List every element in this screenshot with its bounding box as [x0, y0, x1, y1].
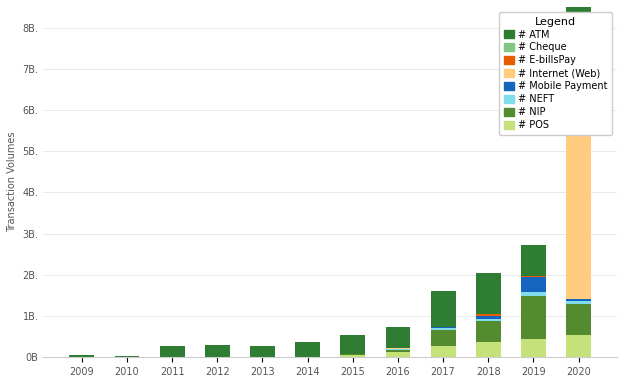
Bar [386, 352, 411, 358]
Bar [476, 316, 500, 319]
Bar [431, 327, 456, 328]
Bar [566, 299, 591, 301]
Bar [521, 339, 546, 358]
Bar [431, 291, 456, 327]
Bar [476, 319, 500, 321]
Bar [250, 357, 275, 358]
Bar [386, 350, 411, 352]
Bar [566, 42, 591, 43]
Bar [566, 43, 591, 299]
Bar [566, 335, 591, 358]
Bar [205, 344, 230, 357]
Bar [521, 276, 546, 292]
Bar [340, 335, 365, 354]
Bar [205, 357, 230, 358]
Bar [295, 356, 320, 358]
Bar [521, 296, 546, 339]
Bar [431, 328, 456, 330]
Bar [160, 346, 185, 358]
Bar [521, 292, 546, 296]
Bar [476, 273, 500, 314]
Bar [386, 348, 411, 349]
Bar [566, 304, 591, 335]
Bar [476, 321, 500, 342]
Bar [431, 346, 456, 358]
Bar [431, 330, 456, 346]
Bar [115, 356, 139, 358]
Bar [476, 342, 500, 358]
Bar [295, 342, 320, 356]
Bar [340, 354, 365, 355]
Bar [69, 355, 94, 358]
Bar [521, 245, 546, 276]
Bar [250, 346, 275, 357]
Bar [566, 0, 591, 42]
Bar [340, 355, 365, 358]
Bar [566, 301, 591, 304]
Bar [386, 349, 411, 350]
Bar [476, 314, 500, 316]
Legend: # ATM, # Cheque, # E-billsPay, # Internet (Web), # Mobile Payment, # NEFT, # NIP: # ATM, # Cheque, # E-billsPay, # Interne… [499, 12, 612, 135]
Bar [386, 327, 411, 348]
Y-axis label: Transaction Volumes: Transaction Volumes [7, 132, 17, 232]
